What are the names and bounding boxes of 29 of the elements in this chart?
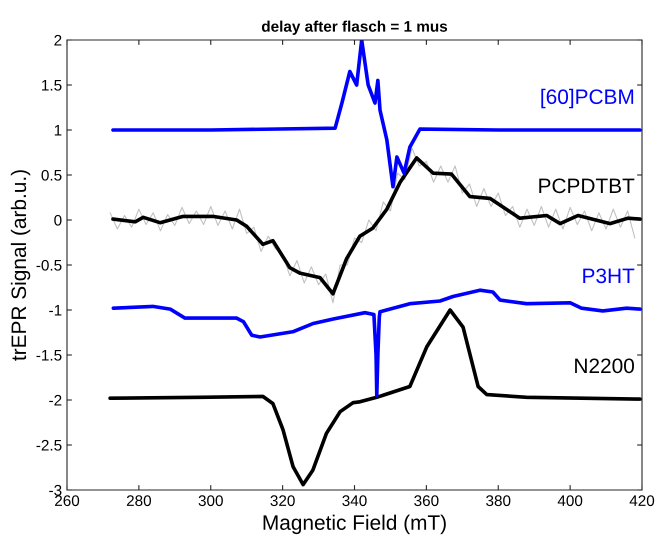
x-tick-label: 380 (486, 495, 510, 506)
series-label: P3HT (583, 268, 634, 284)
x-tick-label: 280 (126, 495, 152, 506)
line-series (108, 308, 642, 486)
y-tick-label: -0.5 (36, 260, 62, 271)
y-tick-label: -3 (49, 484, 62, 496)
x-tick-label: 400 (558, 495, 582, 506)
x-tick-label: 420 (630, 495, 654, 506)
x-tick-label: 360 (414, 495, 439, 506)
y-tick-label: -2.5 (36, 440, 62, 451)
y-tick-label: -2 (49, 394, 62, 406)
line-series (112, 288, 642, 398)
series-label: [60]PCBM (541, 88, 634, 108)
x-tick-label: 260 (55, 495, 80, 506)
y-tick-label: 1.5 (42, 80, 62, 91)
x-tick-label: 320 (270, 495, 295, 506)
x-tick-label: 300 (198, 495, 223, 506)
y-axis-title: trEPR Signal (arb.u.) (10, 170, 30, 361)
y-tick-label: 1 (54, 125, 62, 136)
y-tick-label: 0.5 (42, 170, 62, 181)
x-axis-title: Magnetic Field (mT) (264, 514, 446, 534)
chart-title: delay after flasch = 1 mus (262, 20, 448, 35)
y-tick-label: -1.5 (36, 350, 62, 361)
y-tick-label: 2 (54, 34, 62, 46)
x-tick-label: 340 (342, 495, 367, 506)
series-label: PCPDTBT (539, 178, 634, 194)
series-label: N2200 (575, 358, 634, 374)
y-tick-label: -1 (49, 305, 62, 316)
y-tick-label: 0 (54, 214, 62, 226)
